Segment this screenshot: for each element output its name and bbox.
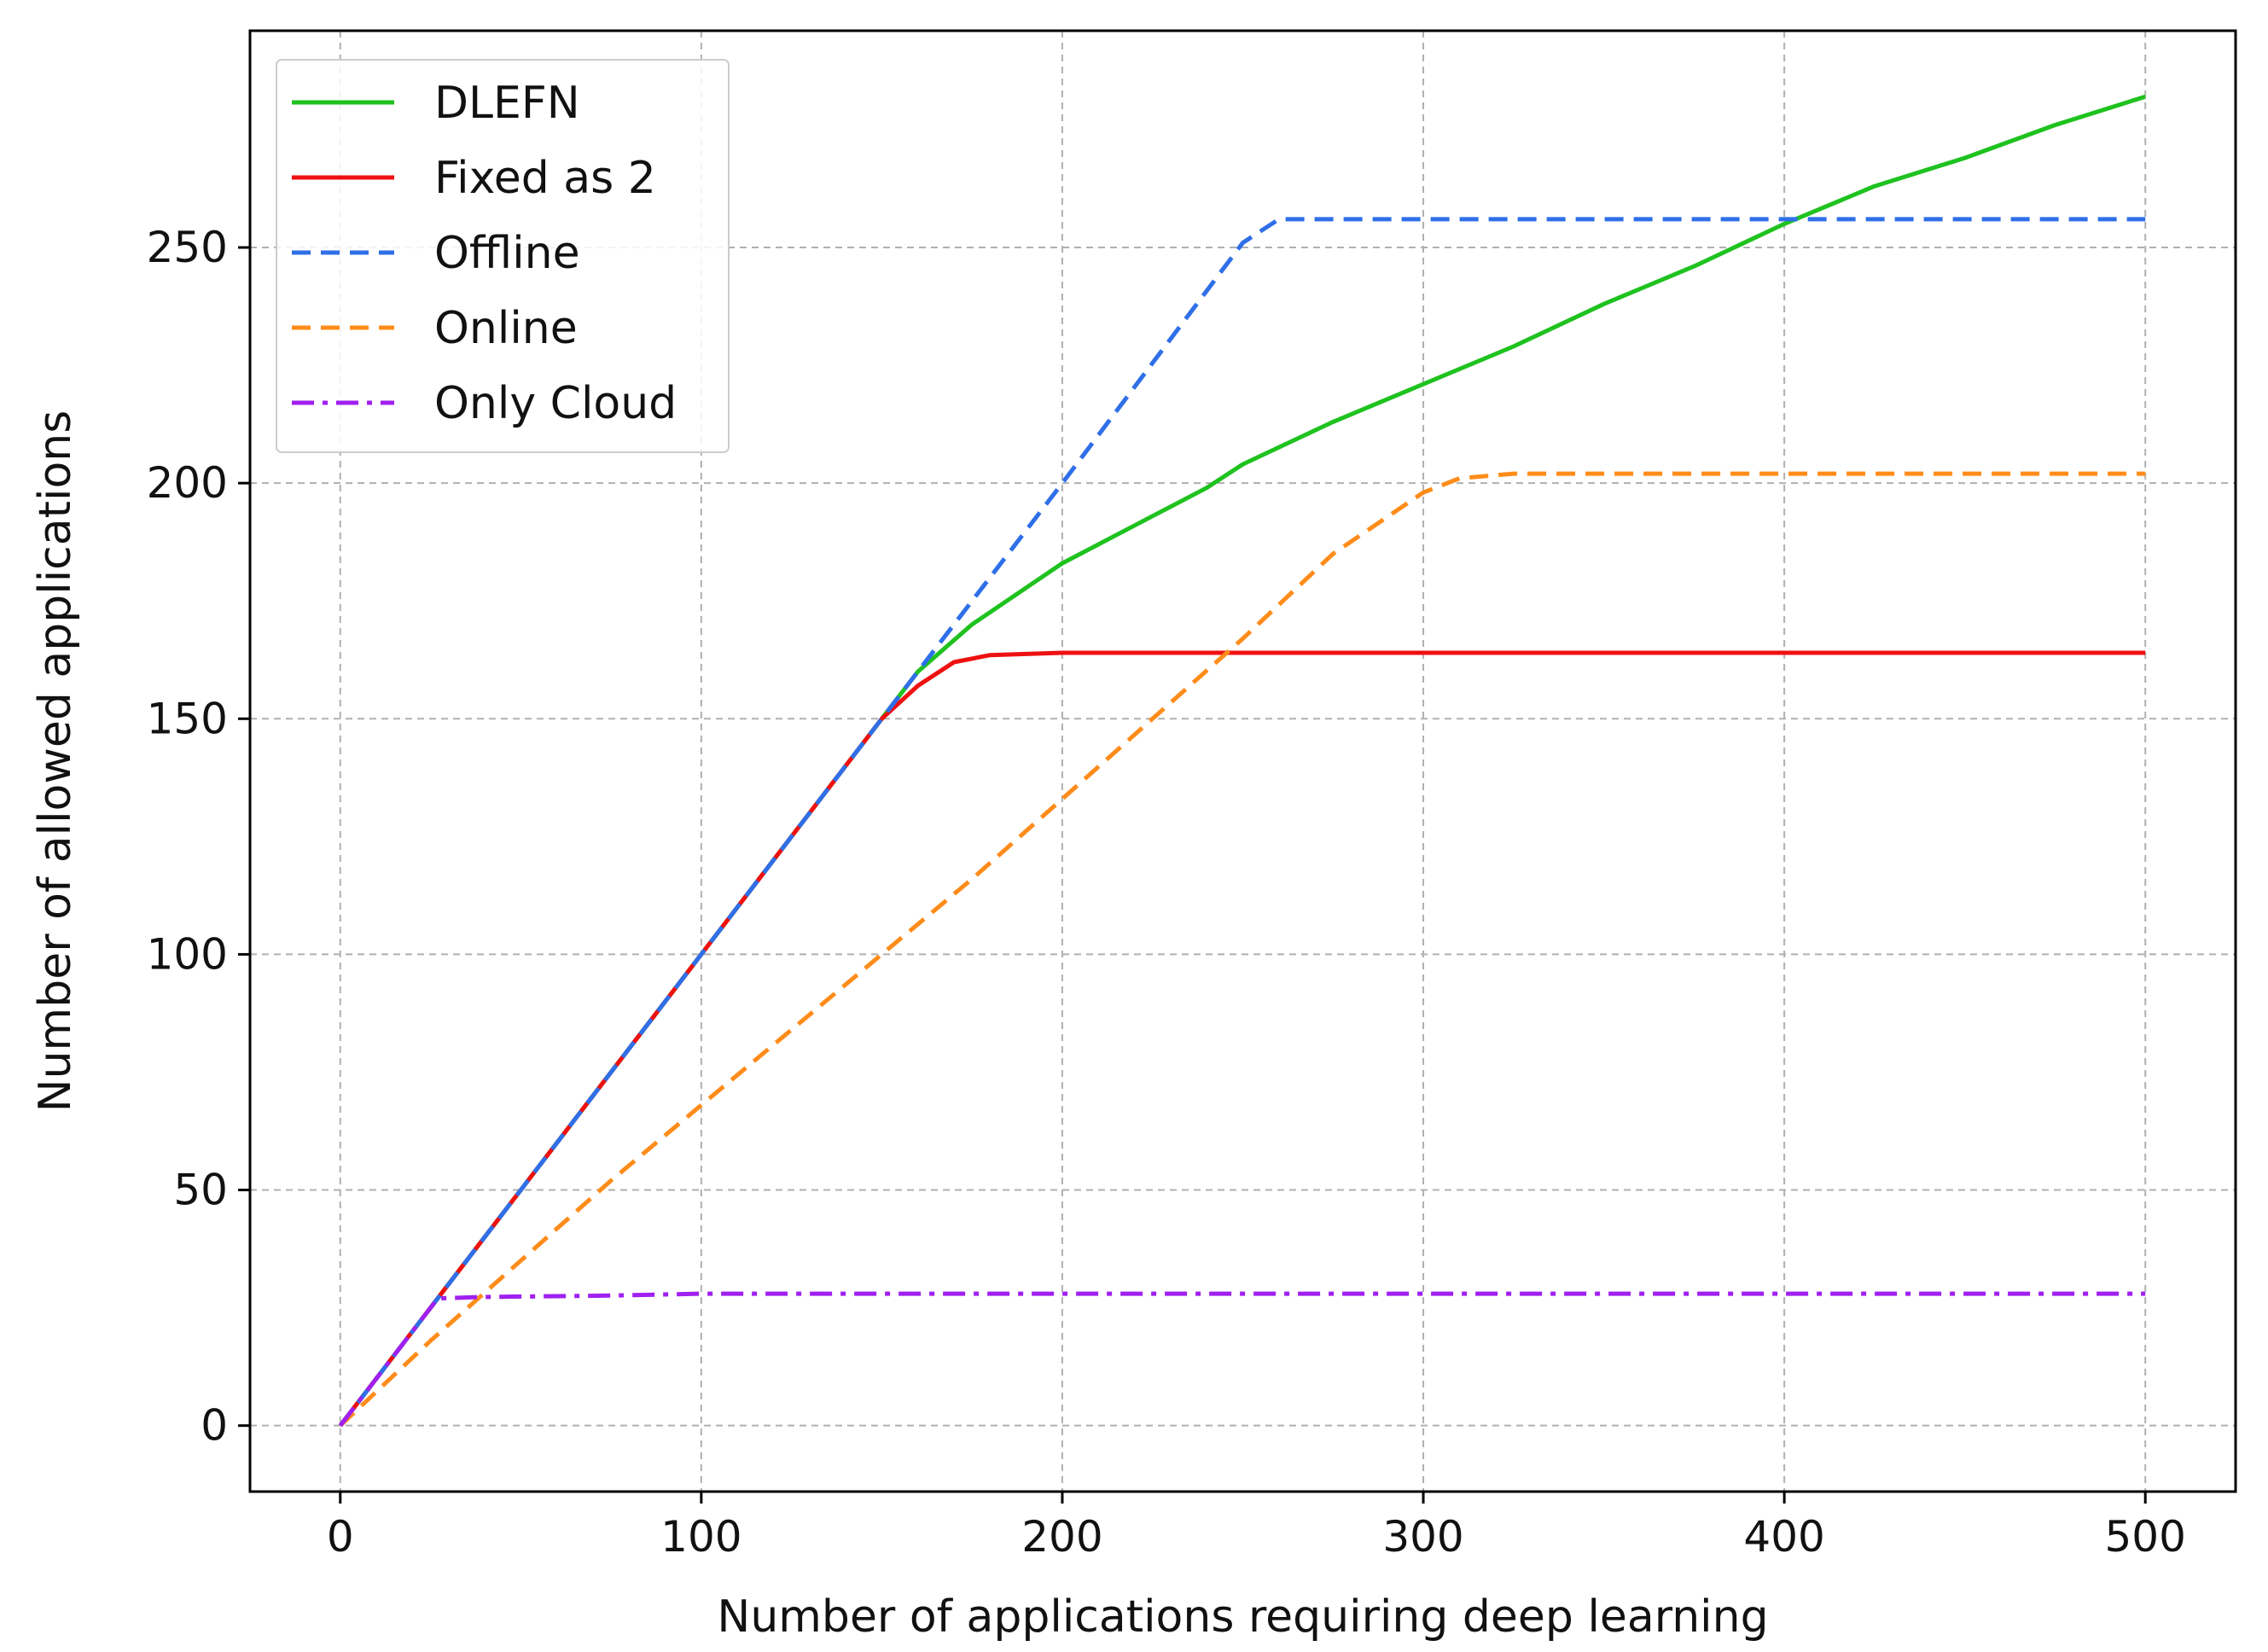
legend-box [276, 59, 730, 453]
y-tick-label: 0 [201, 1401, 228, 1451]
x-axis-label: Number of applications requiring deep le… [717, 1591, 1768, 1643]
axis-ticks: 0 100 200 300 400 500 0 50 100 150 200 250 [147, 223, 2186, 1562]
series-line-2 [338, 650, 2146, 1428]
x-tick-label: 100 [660, 1512, 741, 1562]
legend-label: Only Cloud [434, 378, 677, 429]
y-tick-label: 250 [147, 223, 228, 272]
series-line-5 [338, 1291, 2146, 1428]
x-tick-label: 400 [1743, 1512, 1824, 1562]
legend-label: DLEFN [434, 78, 580, 129]
series-line-4 [339, 471, 2146, 1428]
y-axis-label: Number of allowed applications [30, 410, 81, 1113]
x-tick-label: 0 [327, 1512, 354, 1562]
y-tick-label: 200 [147, 458, 228, 508]
grid [250, 31, 2236, 1492]
legend-label: Fixed as 2 [434, 153, 656, 204]
plot-frame [248, 29, 2237, 1493]
x-tick-label: 300 [1382, 1512, 1463, 1562]
x-tick-label: 200 [1021, 1512, 1102, 1562]
y-tick-label: 100 [147, 929, 228, 979]
series-lines [338, 94, 2146, 1428]
y-tick-label: 50 [173, 1166, 228, 1215]
x-tick-label: 500 [2105, 1512, 2186, 1562]
legend: DLEFN Fixed as 2 Offline Online Only Cloud [276, 59, 730, 453]
y-tick-label: 150 [147, 694, 228, 743]
legend-label: Offline [434, 228, 580, 279]
legend-label: Online [434, 303, 578, 354]
series-line-3 [338, 217, 2146, 1428]
